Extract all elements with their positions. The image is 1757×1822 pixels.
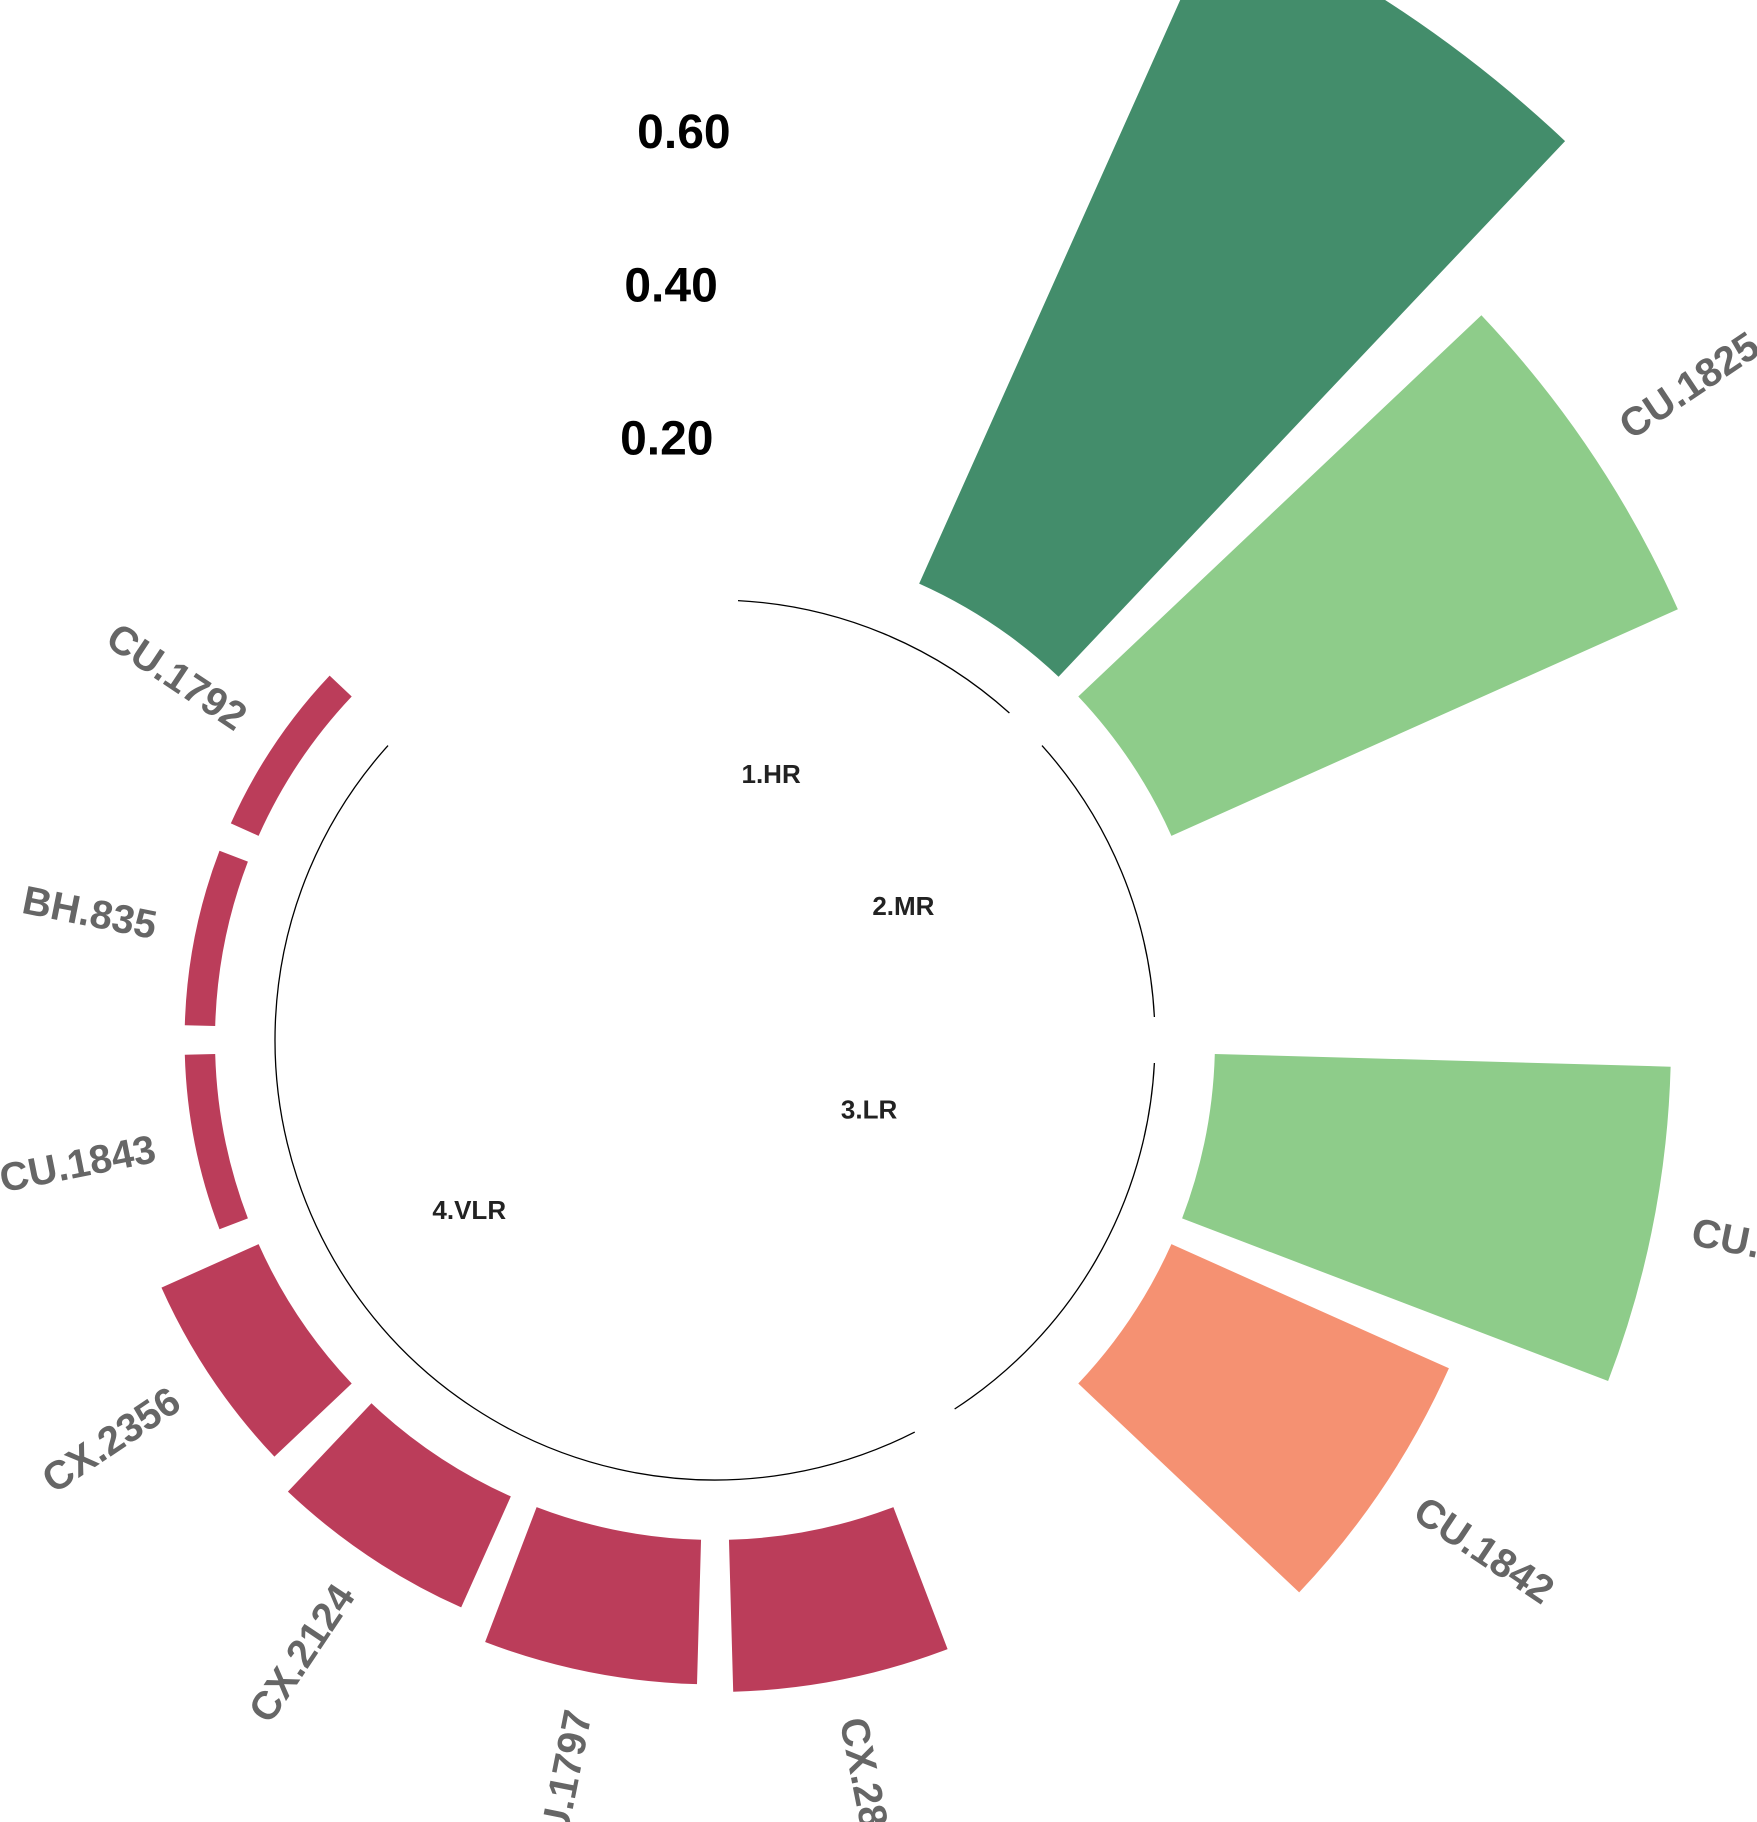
- bar-label-cu-1827: CU.1827: [1688, 1210, 1757, 1284]
- y-tick-label: 0.80: [658, 0, 751, 6]
- bar-label-cu-1842: CU.1842: [1406, 1489, 1562, 1613]
- group-arc-3: [274, 745, 916, 1481]
- group-label: 1.HR: [742, 759, 801, 789]
- bar-cu-1827: [1182, 1053, 1671, 1382]
- bar-label-cu-1792: CU.1792: [99, 615, 255, 739]
- bar-cu-1816: [919, 0, 1566, 677]
- y-tick-label: 0.20: [620, 412, 713, 465]
- bar-cu-1825: [1078, 315, 1678, 836]
- group-arc-1: [1041, 745, 1156, 1018]
- bar-label-bh-835: BH.835: [19, 878, 161, 948]
- bar-label-cu-1843: CU.1843: [0, 1127, 159, 1201]
- bar-bh-835: [184, 850, 248, 1027]
- bar-cu-1792: [230, 675, 352, 836]
- bar-label-cx-2356: CX.2356: [35, 1379, 189, 1502]
- group-label: 4.VLR: [432, 1195, 506, 1225]
- bar-cx-2124: [287, 1403, 511, 1608]
- bar-label-cu-1797: CU.1797: [527, 1706, 601, 1822]
- bar-cu-1843: [184, 1053, 248, 1230]
- bar-label-cx-2841: CX.2841: [831, 1714, 905, 1822]
- group-label: 2.MR: [872, 891, 934, 921]
- bar-cu-1797: [485, 1507, 702, 1685]
- group-arc-2: [954, 1062, 1156, 1410]
- group-label: 3.LR: [841, 1095, 898, 1125]
- bar-cx-2841: [728, 1507, 948, 1692]
- y-tick-label: 0.40: [624, 259, 717, 312]
- bar-cu-1842: [1078, 1244, 1449, 1593]
- bar-label-cu-1825: CU.1825: [1612, 324, 1757, 448]
- bar-label-cx-2124: CX.2124: [241, 1576, 364, 1731]
- bar-cx-2356: [161, 1244, 352, 1457]
- y-tick-label: 0.60: [637, 106, 730, 159]
- group-arc-0: [737, 599, 1010, 714]
